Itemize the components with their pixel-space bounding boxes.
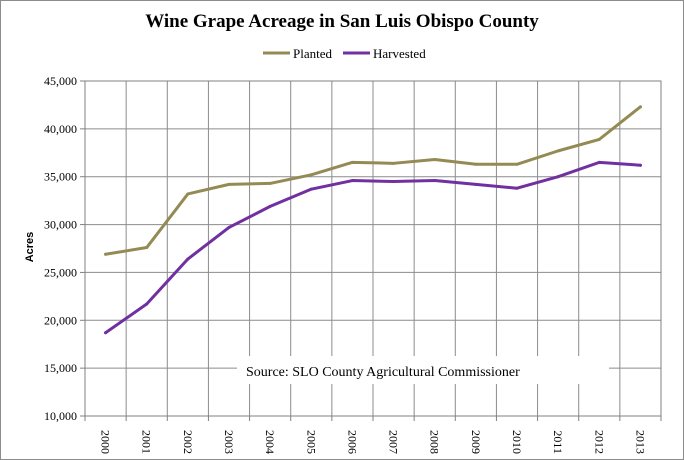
- data-point-harvested: [268, 204, 272, 208]
- series-lines: [104, 105, 642, 335]
- source-annotation: Source: SLO County Agricultural Commissi…: [246, 365, 520, 380]
- data-point-planted: [227, 182, 231, 186]
- data-point-harvested: [145, 302, 149, 306]
- x-tick-label: 2008: [428, 430, 442, 454]
- y-tick-label: 15,000: [44, 361, 77, 375]
- y-axis-ticks: 10,000 15,000 20,000 25,000 30,000 35,000 40,0…: [44, 74, 85, 423]
- data-point-planted: [433, 157, 437, 161]
- data-point-harvested: [186, 257, 190, 261]
- y-tick-label: 30,000: [44, 218, 77, 232]
- x-tick-label: 2010: [510, 430, 524, 454]
- y-axis-label: Acres: [24, 232, 36, 263]
- x-tick-label: 2009: [469, 430, 483, 454]
- data-point-planted: [145, 246, 149, 250]
- y-tick-label: 25,000: [44, 265, 77, 279]
- data-point-planted: [392, 161, 396, 165]
- x-tick-label: 2007: [387, 430, 401, 454]
- data-point-harvested: [474, 182, 478, 186]
- data-point-planted: [597, 137, 601, 141]
- y-tick-label: 40,000: [44, 122, 77, 136]
- x-tick-label: 2011: [551, 430, 565, 454]
- data-point-planted: [309, 173, 313, 177]
- data-point-harvested: [556, 175, 560, 179]
- y-tick-label: 35,000: [44, 170, 77, 184]
- y-tick-label: 20,000: [44, 313, 77, 327]
- x-tick-label: 2006: [345, 430, 359, 454]
- data-point-harvested: [350, 179, 354, 183]
- y-tick-label: 10,000: [44, 409, 77, 423]
- data-point-planted: [350, 160, 354, 164]
- data-point-planted: [638, 105, 642, 109]
- x-axis-ticks: 2000 2001 2002 2003 2004 2005 2006 2007 2008 2009…: [84, 416, 662, 454]
- y-tick-label: 45,000: [44, 74, 77, 88]
- data-point-planted: [104, 252, 108, 256]
- chart-title: Wine Grape Acreage in San Luis Obispo Co…: [145, 11, 539, 32]
- x-tick-label: 2002: [181, 430, 195, 454]
- data-point-planted: [186, 192, 190, 196]
- data-point-harvested: [392, 180, 396, 183]
- data-point-planted: [515, 162, 519, 166]
- data-point-harvested: [515, 186, 519, 190]
- x-tick-label: 2001: [140, 430, 154, 454]
- x-tick-label: 2004: [263, 430, 277, 454]
- x-tick-label: 2013: [633, 430, 647, 454]
- data-point-harvested: [638, 163, 642, 167]
- x-tick-label: 2003: [222, 430, 236, 454]
- source-annotation-box: [237, 356, 609, 384]
- legend-label-harvested: Harvested: [373, 46, 426, 61]
- x-tick-label: 2000: [99, 430, 113, 454]
- data-point-harvested: [104, 331, 108, 335]
- data-point-planted: [474, 162, 478, 166]
- legend: Planted Harvested: [263, 46, 426, 61]
- data-point-harvested: [227, 225, 231, 229]
- x-tick-label: 2012: [592, 430, 606, 454]
- series-line-harvested: [104, 160, 642, 335]
- data-point-planted: [556, 149, 560, 153]
- x-tick-label: 2005: [304, 430, 318, 454]
- legend-label-planted: Planted: [293, 46, 332, 61]
- data-point-planted: [268, 181, 272, 185]
- data-point-harvested: [433, 179, 437, 183]
- series-line-planted: [104, 105, 642, 256]
- data-point-harvested: [309, 187, 313, 191]
- data-point-harvested: [597, 160, 601, 164]
